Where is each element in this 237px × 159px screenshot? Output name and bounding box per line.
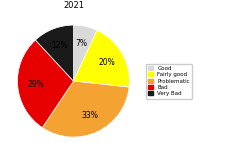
Text: 29%: 29% xyxy=(27,80,44,89)
Text: 12%: 12% xyxy=(51,41,68,50)
Text: 7%: 7% xyxy=(76,39,88,48)
Text: 20%: 20% xyxy=(98,58,115,67)
Wedge shape xyxy=(42,81,129,137)
Text: 33%: 33% xyxy=(81,111,98,120)
Legend: Good, Fairly good, Problematic, Bad, Very Bad: Good, Fairly good, Problematic, Bad, Ver… xyxy=(146,64,192,99)
Wedge shape xyxy=(73,30,129,87)
Wedge shape xyxy=(73,25,97,81)
Wedge shape xyxy=(18,40,73,128)
Wedge shape xyxy=(36,25,73,81)
Title: 2021: 2021 xyxy=(63,1,84,10)
